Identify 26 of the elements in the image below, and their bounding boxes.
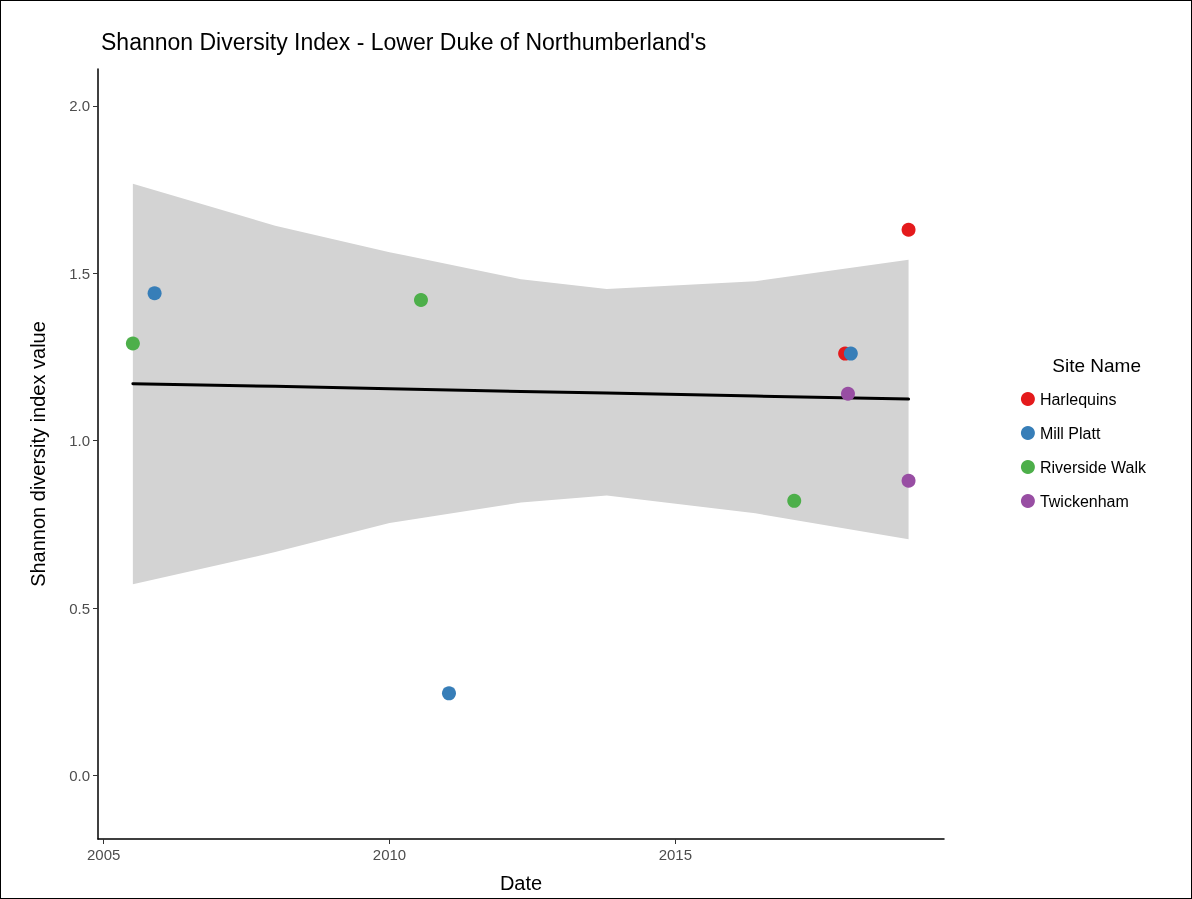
point — [840, 386, 855, 401]
chart-title: Shannon Diversity Index - Lower Duke of Northumberland's — [101, 28, 707, 55]
y-tick-label: 0.0 — [69, 766, 90, 784]
y-tick-label: 0.5 — [69, 599, 90, 617]
legend-label: Harlequins — [1039, 390, 1117, 408]
legend-label: Mill Platt — [1039, 424, 1101, 442]
point — [413, 293, 428, 307]
y-tick-label: 1.5 — [69, 264, 90, 282]
y-tick-label: 1.0 — [69, 432, 90, 450]
y-axis-title: Shannon diversity index value — [27, 321, 49, 587]
point — [441, 686, 456, 701]
x-tick-label: 2005 — [87, 846, 121, 863]
point — [147, 286, 162, 301]
line-series — [131, 382, 911, 401]
y-tick-label: 2.0 — [69, 97, 90, 115]
x-axis-title: Date — [499, 872, 543, 894]
point — [901, 222, 916, 237]
x-tick-label: 2010 — [372, 846, 407, 863]
legend-label: Riverside Walk — [1039, 458, 1147, 476]
point — [125, 336, 140, 351]
x-tick-label: 2015 — [658, 846, 693, 863]
legend-label: Twickenham — [1039, 492, 1129, 510]
point — [901, 473, 916, 488]
legend-title: Site Name — [1052, 355, 1141, 376]
point — [787, 493, 802, 508]
point — [843, 346, 858, 361]
